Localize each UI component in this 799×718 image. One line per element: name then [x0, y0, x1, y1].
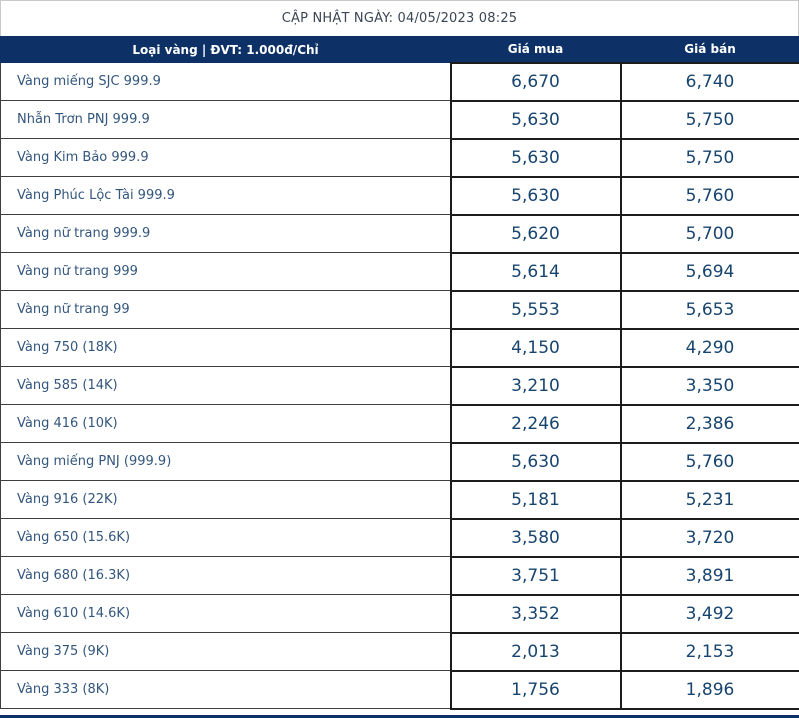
buy-price: 5,630	[449, 99, 622, 140]
update-timestamp-text: CẬP NHẬT NGÀY: 04/05/2023 08:25	[281, 11, 518, 26]
table-row: Vàng 610 (14.6K) 3,352 3,492	[0, 593, 799, 634]
gold-type-label: Vàng 333 (8K)	[0, 670, 452, 709]
gold-price-table-body: Vàng miếng SJC 999.9 6,670 6,740 Nhẫn Trơn …	[0, 61, 799, 710]
sell-price: 2,153	[619, 631, 799, 672]
table-row: Vàng miếng SJC 999.9 6,670 6,740	[0, 61, 799, 102]
sell-price: 3,891	[619, 555, 799, 596]
buy-price: 3,352	[449, 593, 622, 634]
bottom-navy-strip	[0, 714, 799, 718]
sell-price: 3,350	[619, 365, 799, 406]
gold-type-label: Vàng Phúc Lộc Tài 999.9	[0, 176, 452, 215]
gold-type-label: Vàng 585 (14K)	[0, 366, 452, 405]
buy-price: 2,013	[449, 631, 622, 672]
column-header-sell: Giá bán	[620, 36, 799, 63]
sell-price: 5,760	[619, 175, 799, 216]
update-timestamp-bar: CẬP NHẬT NGÀY: 04/05/2023 08:25	[0, 0, 799, 36]
table-row: Vàng 650 (15.6K) 3,580 3,720	[0, 517, 799, 558]
table-row: Vàng nữ trang 99 5,553 5,653	[0, 289, 799, 330]
gold-type-label: Vàng Kim Bảo 999.9	[0, 138, 452, 177]
column-header-type: Loại vàng | ĐVT: 1.000đ/Chỉ	[0, 36, 451, 63]
buy-price: 5,181	[449, 479, 622, 520]
buy-price: 1,756	[449, 669, 622, 710]
gold-price-table-header: Loại vàng | ĐVT: 1.000đ/Chỉ Giá mua Giá …	[0, 36, 799, 63]
sell-price: 2,386	[619, 403, 799, 444]
buy-price: 5,553	[449, 289, 622, 330]
buy-price: 3,751	[449, 555, 622, 596]
buy-price: 6,670	[449, 61, 622, 102]
sell-price: 5,750	[619, 137, 799, 178]
header-row: Loại vàng | ĐVT: 1.000đ/Chỉ Giá mua Giá …	[0, 36, 799, 63]
gold-type-label: Vàng nữ trang 999	[0, 252, 452, 291]
sell-price: 1,896	[619, 669, 799, 710]
buy-price: 4,150	[449, 327, 622, 368]
table-row: Vàng 585 (14K) 3,210 3,350	[0, 365, 799, 406]
table-row: Vàng nữ trang 999 5,614 5,694	[0, 251, 799, 292]
sell-price: 5,750	[619, 99, 799, 140]
table-row: Vàng Kim Bảo 999.9 5,630 5,750	[0, 137, 799, 178]
gold-price-table: Loại vàng | ĐVT: 1.000đ/Chỉ Giá mua Giá …	[0, 36, 799, 710]
gold-type-label: Vàng 416 (10K)	[0, 404, 452, 443]
table-row: Vàng 750 (18K) 4,150 4,290	[0, 327, 799, 368]
sell-price: 5,694	[619, 251, 799, 292]
sell-price: 3,720	[619, 517, 799, 558]
buy-price: 3,210	[449, 365, 622, 406]
gold-type-label: Vàng miếng SJC 999.9	[0, 62, 452, 101]
gold-type-label: Vàng 750 (18K)	[0, 328, 452, 367]
gold-type-label: Vàng 610 (14.6K)	[0, 594, 452, 633]
gold-type-label: Vàng 916 (22K)	[0, 480, 452, 519]
table-row: Vàng Phúc Lộc Tài 999.9 5,630 5,760	[0, 175, 799, 216]
gold-type-label: Nhẫn Trơn PNJ 999.9	[0, 100, 452, 139]
sell-price: 5,653	[619, 289, 799, 330]
buy-price: 5,630	[449, 175, 622, 216]
sell-price: 5,700	[619, 213, 799, 254]
gold-type-label: Vàng 680 (16.3K)	[0, 556, 452, 595]
table-row: Vàng miếng PNJ (999.9) 5,630 5,760	[0, 441, 799, 482]
gold-type-label: Vàng nữ trang 99	[0, 290, 452, 329]
table-row: Vàng 333 (8K) 1,756 1,896	[0, 669, 799, 710]
gold-type-label: Vàng 650 (15.6K)	[0, 518, 452, 557]
table-row: Vàng 416 (10K) 2,246 2,386	[0, 403, 799, 444]
gold-type-label: Vàng nữ trang 999.9	[0, 214, 452, 253]
column-header-buy: Giá mua	[450, 36, 621, 63]
table-row: Vàng 680 (16.3K) 3,751 3,891	[0, 555, 799, 596]
sell-price: 6,740	[619, 61, 799, 102]
buy-price: 5,630	[449, 137, 622, 178]
table-row: Vàng nữ trang 999.9 5,620 5,700	[0, 213, 799, 254]
buy-price: 3,580	[449, 517, 622, 558]
sell-price: 4,290	[619, 327, 799, 368]
sell-price: 5,231	[619, 479, 799, 520]
buy-price: 5,614	[449, 251, 622, 292]
table-row: Nhẫn Trơn PNJ 999.9 5,630 5,750	[0, 99, 799, 140]
sell-price: 5,760	[619, 441, 799, 482]
sell-price: 3,492	[619, 593, 799, 634]
table-row: Vàng 916 (22K) 5,181 5,231	[0, 479, 799, 520]
table-row: Vàng 375 (9K) 2,013 2,153	[0, 631, 799, 672]
gold-type-label: Vàng miếng PNJ (999.9)	[0, 442, 452, 481]
buy-price: 5,630	[449, 441, 622, 482]
buy-price: 2,246	[449, 403, 622, 444]
buy-price: 5,620	[449, 213, 622, 254]
gold-type-label: Vàng 375 (9K)	[0, 632, 452, 671]
